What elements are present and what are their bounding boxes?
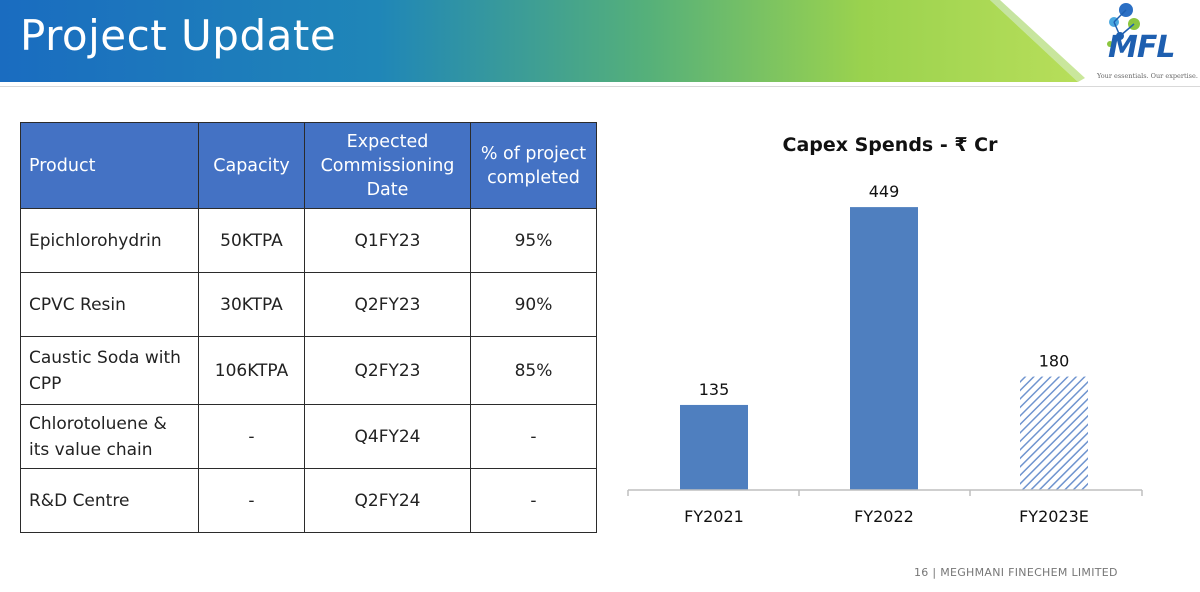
data-label: 135 (699, 380, 730, 399)
cell-percent: - (470, 404, 597, 469)
data-label: 449 (869, 182, 900, 201)
table-row: R&D Centre - Q2FY24 - (20, 468, 597, 533)
cell-product: Chlorotoluene & its value chain (20, 404, 199, 469)
table-row: Chlorotoluene & its value chain - Q4FY24… (20, 404, 597, 469)
molecule-icon (1107, 3, 1140, 47)
cell-date: Q2FY23 (304, 272, 471, 337)
column-header-percent-completed: % of project completed (470, 122, 597, 209)
logo-tagline: Your essentials. Our expertise. (1097, 72, 1198, 80)
header-banner: Project Update (0, 0, 1085, 82)
page-title: Project Update (20, 11, 337, 60)
cell-date: Q4FY24 (304, 404, 471, 469)
table-row: Caustic Soda with CPP 106KTPA Q2FY23 85% (20, 336, 597, 405)
cell-capacity: 106KTPA (198, 336, 305, 405)
bar-fy2023e (1020, 376, 1088, 490)
cell-product: Caustic Soda with CPP (20, 336, 199, 405)
cell-product: R&D Centre (20, 468, 199, 533)
column-header-product: Product (20, 122, 199, 209)
cell-capacity: - (198, 468, 305, 533)
table-row: Epichlorohydrin 50KTPA Q1FY23 95% (20, 208, 597, 273)
category-label: FY2022 (854, 507, 914, 526)
cell-capacity: - (198, 404, 305, 469)
table-row: CPVC Resin 30KTPA Q2FY23 90% (20, 272, 597, 337)
cell-product: Epichlorohydrin (20, 208, 199, 273)
cell-date: Q2FY23 (304, 336, 471, 405)
cell-percent: 90% (470, 272, 597, 337)
cell-percent: - (470, 468, 597, 533)
project-table: Product Capacity Expected Commissioning … (20, 122, 597, 533)
cell-percent: 85% (470, 336, 597, 405)
cell-percent: 95% (470, 208, 597, 273)
data-label: 180 (1039, 352, 1070, 371)
cell-capacity: 50KTPA (198, 208, 305, 273)
table-header-row: Product Capacity Expected Commissioning … (20, 122, 597, 209)
category-label: FY2023E (1019, 507, 1089, 526)
chart-title: Capex Spends - ₹ Cr (782, 134, 998, 156)
column-header-capacity: Capacity (198, 122, 305, 209)
cell-product: CPVC Resin (20, 272, 199, 337)
capex-bar-chart: 135 FY2021 449 FY2022 180 FY2023E (627, 182, 1143, 526)
column-header-commissioning-date: Expected Commissioning Date (304, 122, 471, 209)
footer-text: 16 | MEGHMANI FINECHEM LIMITED (914, 566, 1118, 579)
bar-fy2021 (680, 404, 748, 490)
cell-capacity: 30KTPA (198, 272, 305, 337)
cell-date: Q2FY24 (304, 468, 471, 533)
category-label: FY2021 (684, 507, 744, 526)
cell-date: Q1FY23 (304, 208, 471, 273)
logo-text: MFL (1108, 30, 1175, 65)
bar-fy2022 (850, 207, 918, 490)
header-divider (0, 86, 1200, 87)
company-logo (1090, 0, 1200, 84)
